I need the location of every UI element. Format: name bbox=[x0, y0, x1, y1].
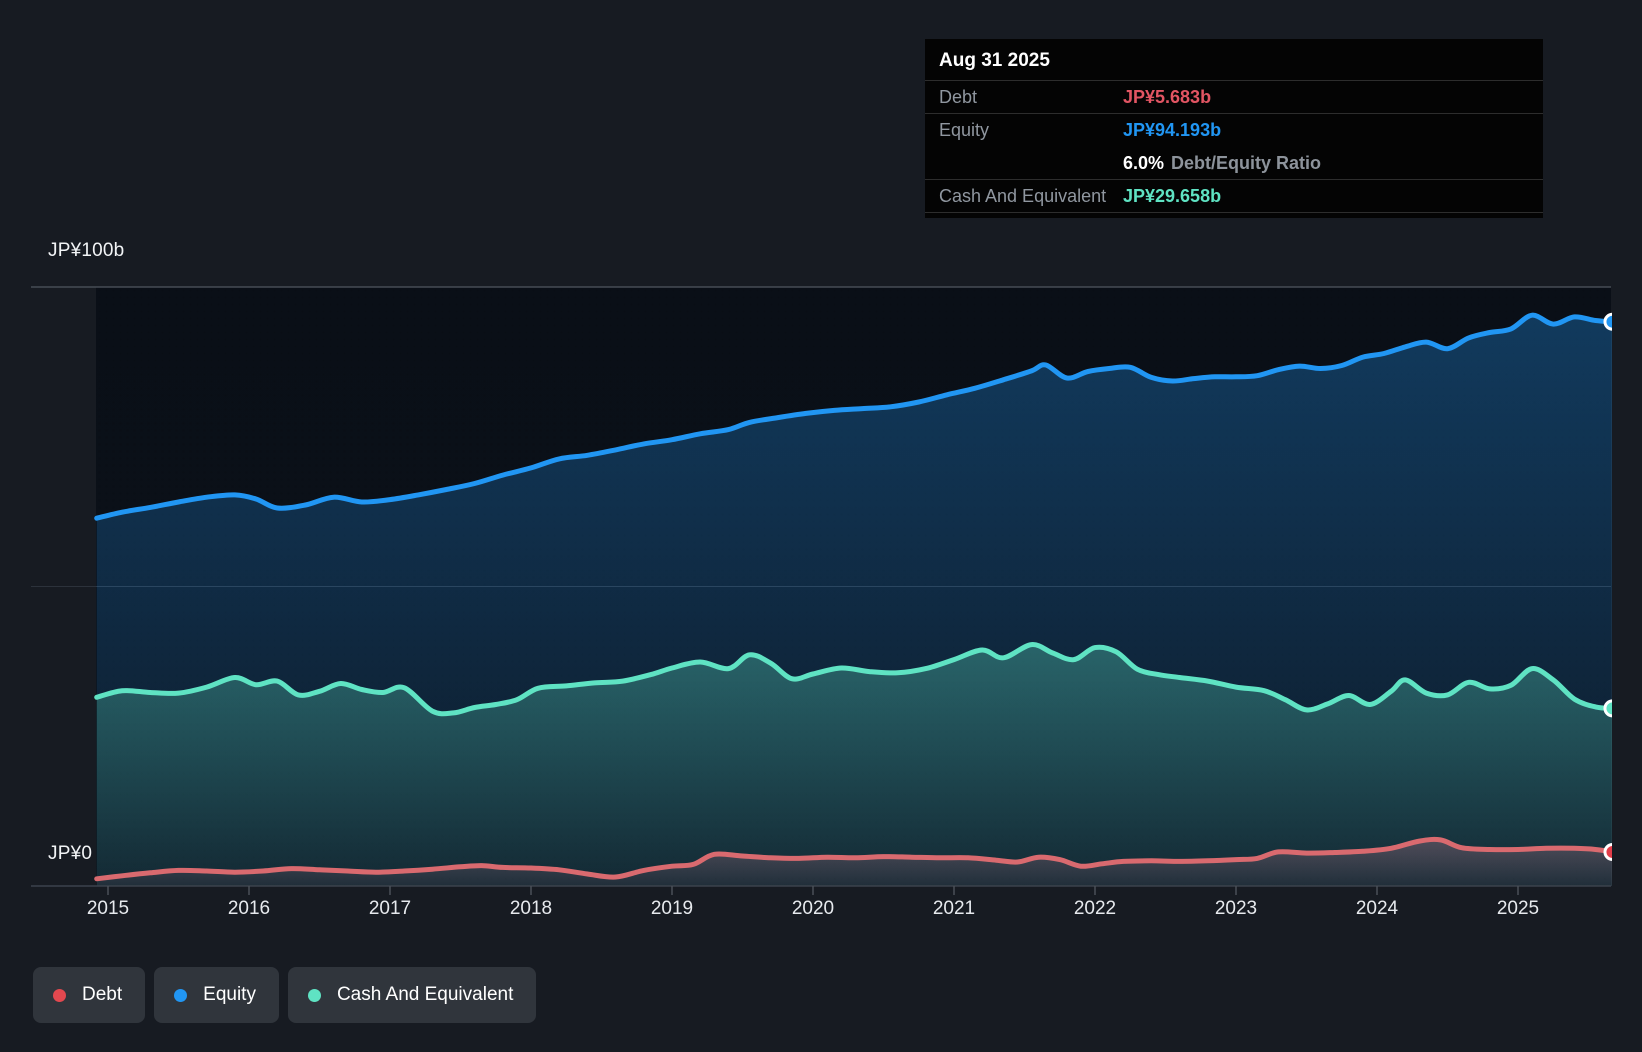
tooltip-row-debt: Debt JP¥5.683b bbox=[925, 81, 1543, 114]
x-axis-year-2021: 2021 bbox=[933, 898, 975, 920]
chart-legend: Debt Equity Cash And Equivalent bbox=[33, 967, 536, 1023]
tooltip-date: Aug 31 2025 bbox=[925, 39, 1543, 81]
tooltip-ratio-value: 6.0% bbox=[1123, 153, 1164, 174]
x-axis-year-2022: 2022 bbox=[1074, 898, 1116, 920]
y-axis-label-0: JP¥0 bbox=[48, 843, 92, 865]
x-axis-year-2023: 2023 bbox=[1215, 898, 1257, 920]
x-axis-year-2015: 2015 bbox=[87, 898, 129, 920]
tooltip-cash-label: Cash And Equivalent bbox=[939, 186, 1123, 207]
chart-tooltip: Aug 31 2025 Debt JP¥5.683b Equity JP¥94.… bbox=[925, 39, 1543, 218]
tooltip-row-ratio: 6.0% Debt/Equity Ratio bbox=[925, 147, 1543, 180]
debt-end-marker bbox=[1605, 844, 1620, 859]
legend-button-debt[interactable]: Debt bbox=[33, 967, 145, 1023]
x-axis-year-2024: 2024 bbox=[1356, 898, 1398, 920]
x-axis-year-2025: 2025 bbox=[1497, 898, 1539, 920]
tooltip-equity-value: JP¥94.193b bbox=[1123, 120, 1221, 141]
tooltip-debt-value: JP¥5.683b bbox=[1123, 87, 1211, 108]
debt-legend-dot-icon bbox=[53, 989, 66, 1002]
legend-button-cash-and-equivalent[interactable]: Cash And Equivalent bbox=[288, 967, 536, 1023]
legend-label: Debt bbox=[82, 984, 122, 1006]
cash-and-equivalent-legend-dot-icon bbox=[308, 989, 321, 1002]
series-layer bbox=[97, 314, 1620, 886]
tooltip-debt-label: Debt bbox=[939, 87, 1123, 108]
y-axis-label-100b: JP¥100b bbox=[48, 240, 124, 262]
equity-legend-dot-icon bbox=[174, 989, 187, 1002]
tooltip-row-equity: Equity JP¥94.193b bbox=[925, 114, 1543, 147]
legend-label: Cash And Equivalent bbox=[337, 984, 513, 1006]
x-axis-year-2018: 2018 bbox=[510, 898, 552, 920]
x-axis-year-2020: 2020 bbox=[792, 898, 834, 920]
equity-end-marker bbox=[1605, 314, 1620, 329]
legend-button-equity[interactable]: Equity bbox=[154, 967, 279, 1023]
tooltip-cash-value: JP¥29.658b bbox=[1123, 186, 1221, 207]
x-axis bbox=[31, 886, 1611, 895]
tooltip-equity-label: Equity bbox=[939, 120, 1123, 141]
tooltip-ratio-label: Debt/Equity Ratio bbox=[1171, 153, 1321, 174]
x-axis-year-2019: 2019 bbox=[651, 898, 693, 920]
cash-and-equivalent-end-marker bbox=[1605, 701, 1620, 716]
tooltip-row-cash: Cash And Equivalent JP¥29.658b bbox=[925, 180, 1543, 213]
x-axis-year-2017: 2017 bbox=[369, 898, 411, 920]
x-axis-year-2016: 2016 bbox=[228, 898, 270, 920]
legend-label: Equity bbox=[203, 984, 256, 1006]
